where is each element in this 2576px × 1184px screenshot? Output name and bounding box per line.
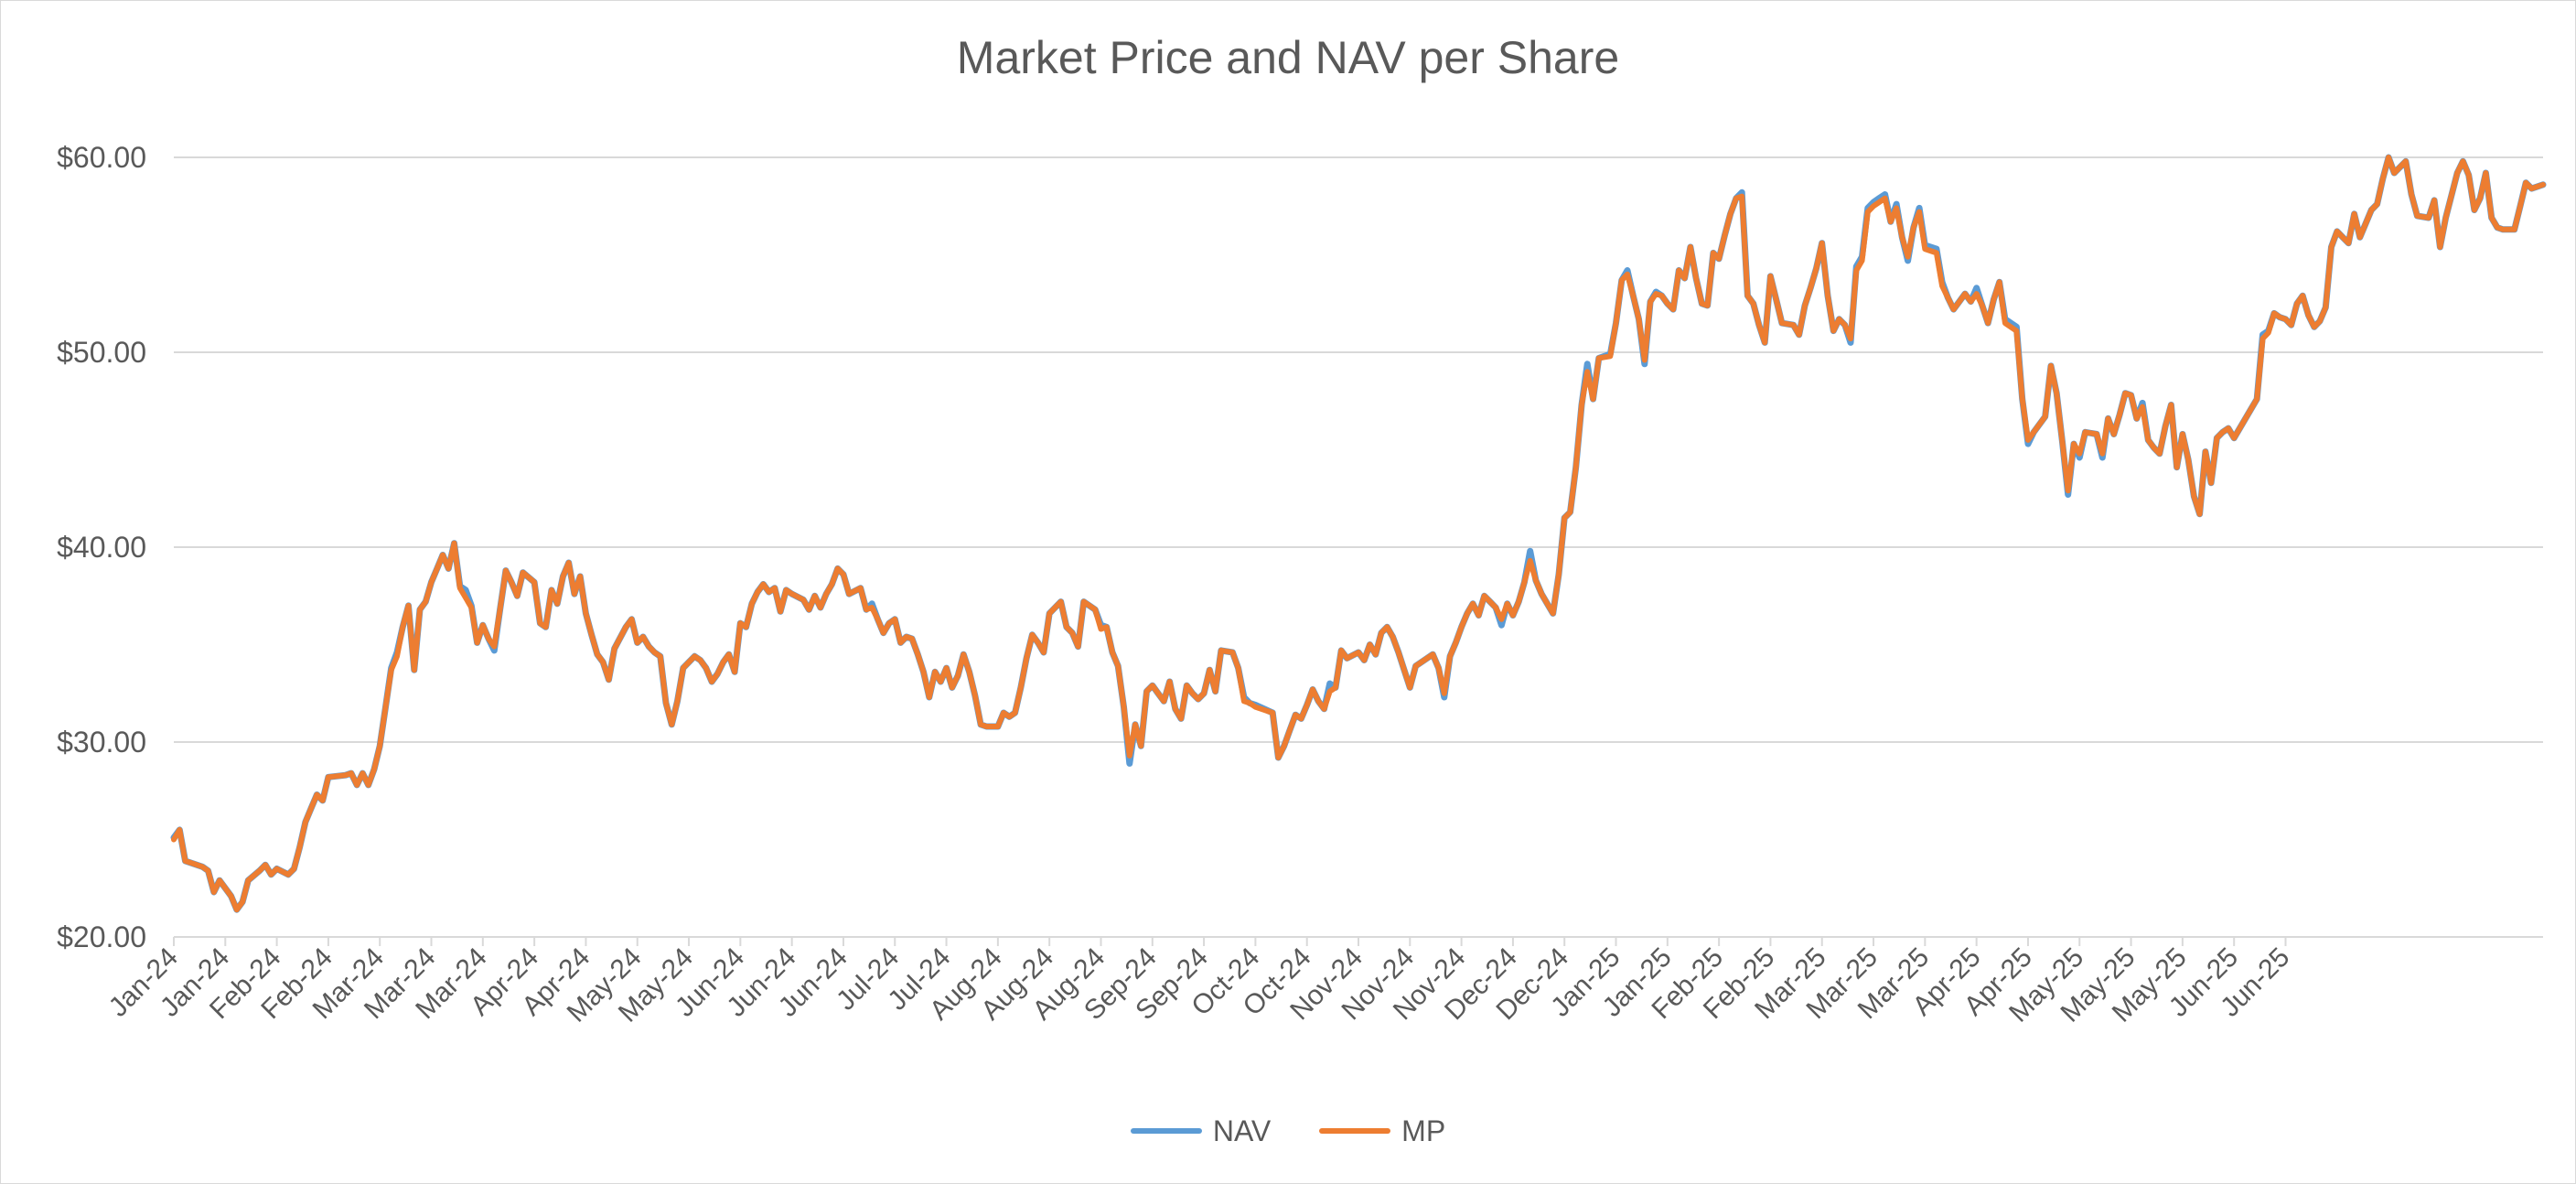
legend: NAV MP [0,1107,2576,1148]
legend-swatch-nav [1130,1128,1202,1134]
series-line-nav [170,154,2547,913]
y-tick-label: $60.00 [57,141,146,174]
gridlines [174,156,2543,743]
series-lines [170,154,2547,913]
legend-label-nav: NAV [1212,1114,1272,1147]
series-line-mp [171,155,2546,913]
y-tick-label: $40.00 [57,531,146,564]
y-tick-label: $30.00 [57,726,146,759]
legend-entry-nav: NAV [1130,1114,1272,1148]
legend-entry-mp: MP [1319,1114,1445,1148]
legend-swatch-mp [1319,1128,1391,1134]
legend-label-mp: MP [1401,1114,1446,1147]
chart-title: Market Price and NAV per Share [956,32,1620,83]
y-tick-label: $20.00 [57,920,146,953]
y-tick-label: $50.00 [57,336,146,369]
